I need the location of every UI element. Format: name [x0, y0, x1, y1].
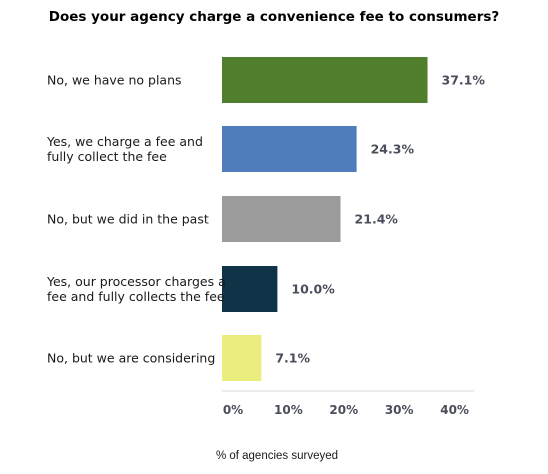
x-tick-label-3: 20% — [329, 403, 358, 417]
x-tick-label-2: 10% — [274, 403, 303, 417]
x-tick-label-5: 40% — [440, 403, 469, 417]
bar-1 — [222, 57, 428, 103]
category-label-2: Yes, we charge a fee and fully collect th… — [46, 134, 203, 164]
bar-4 — [222, 266, 278, 312]
value-label-3: 21.4% — [355, 212, 399, 227]
x-tick-label-4: 30% — [385, 403, 414, 417]
chart-title: Does your agency charge a convenience fe… — [48, 9, 500, 25]
category-label-3: No, but we did in the past — [47, 212, 209, 227]
x-tick-label-1: 0% — [223, 403, 243, 417]
value-label-5: 7.1% — [275, 351, 310, 366]
category-label-1: No, we have no plans — [47, 73, 182, 88]
category-label-5: No, but we are considering — [47, 351, 215, 366]
value-label-4: 10.0% — [291, 282, 335, 297]
value-label-2: 24.3% — [371, 142, 415, 157]
bar-3 — [222, 196, 341, 242]
bar-2 — [222, 126, 357, 172]
category-label-4: Yes, our processor charges a fee and full… — [46, 274, 226, 304]
value-label-1: 37.1% — [442, 73, 486, 88]
bar-5 — [222, 335, 262, 381]
x-axis-title: % of agencies surveyed — [215, 450, 339, 462]
